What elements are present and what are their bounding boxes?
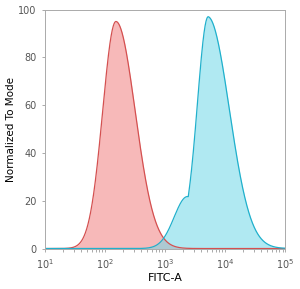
X-axis label: FITC-A: FITC-A (148, 273, 183, 284)
Y-axis label: Normalized To Mode: Normalized To Mode (6, 77, 16, 181)
